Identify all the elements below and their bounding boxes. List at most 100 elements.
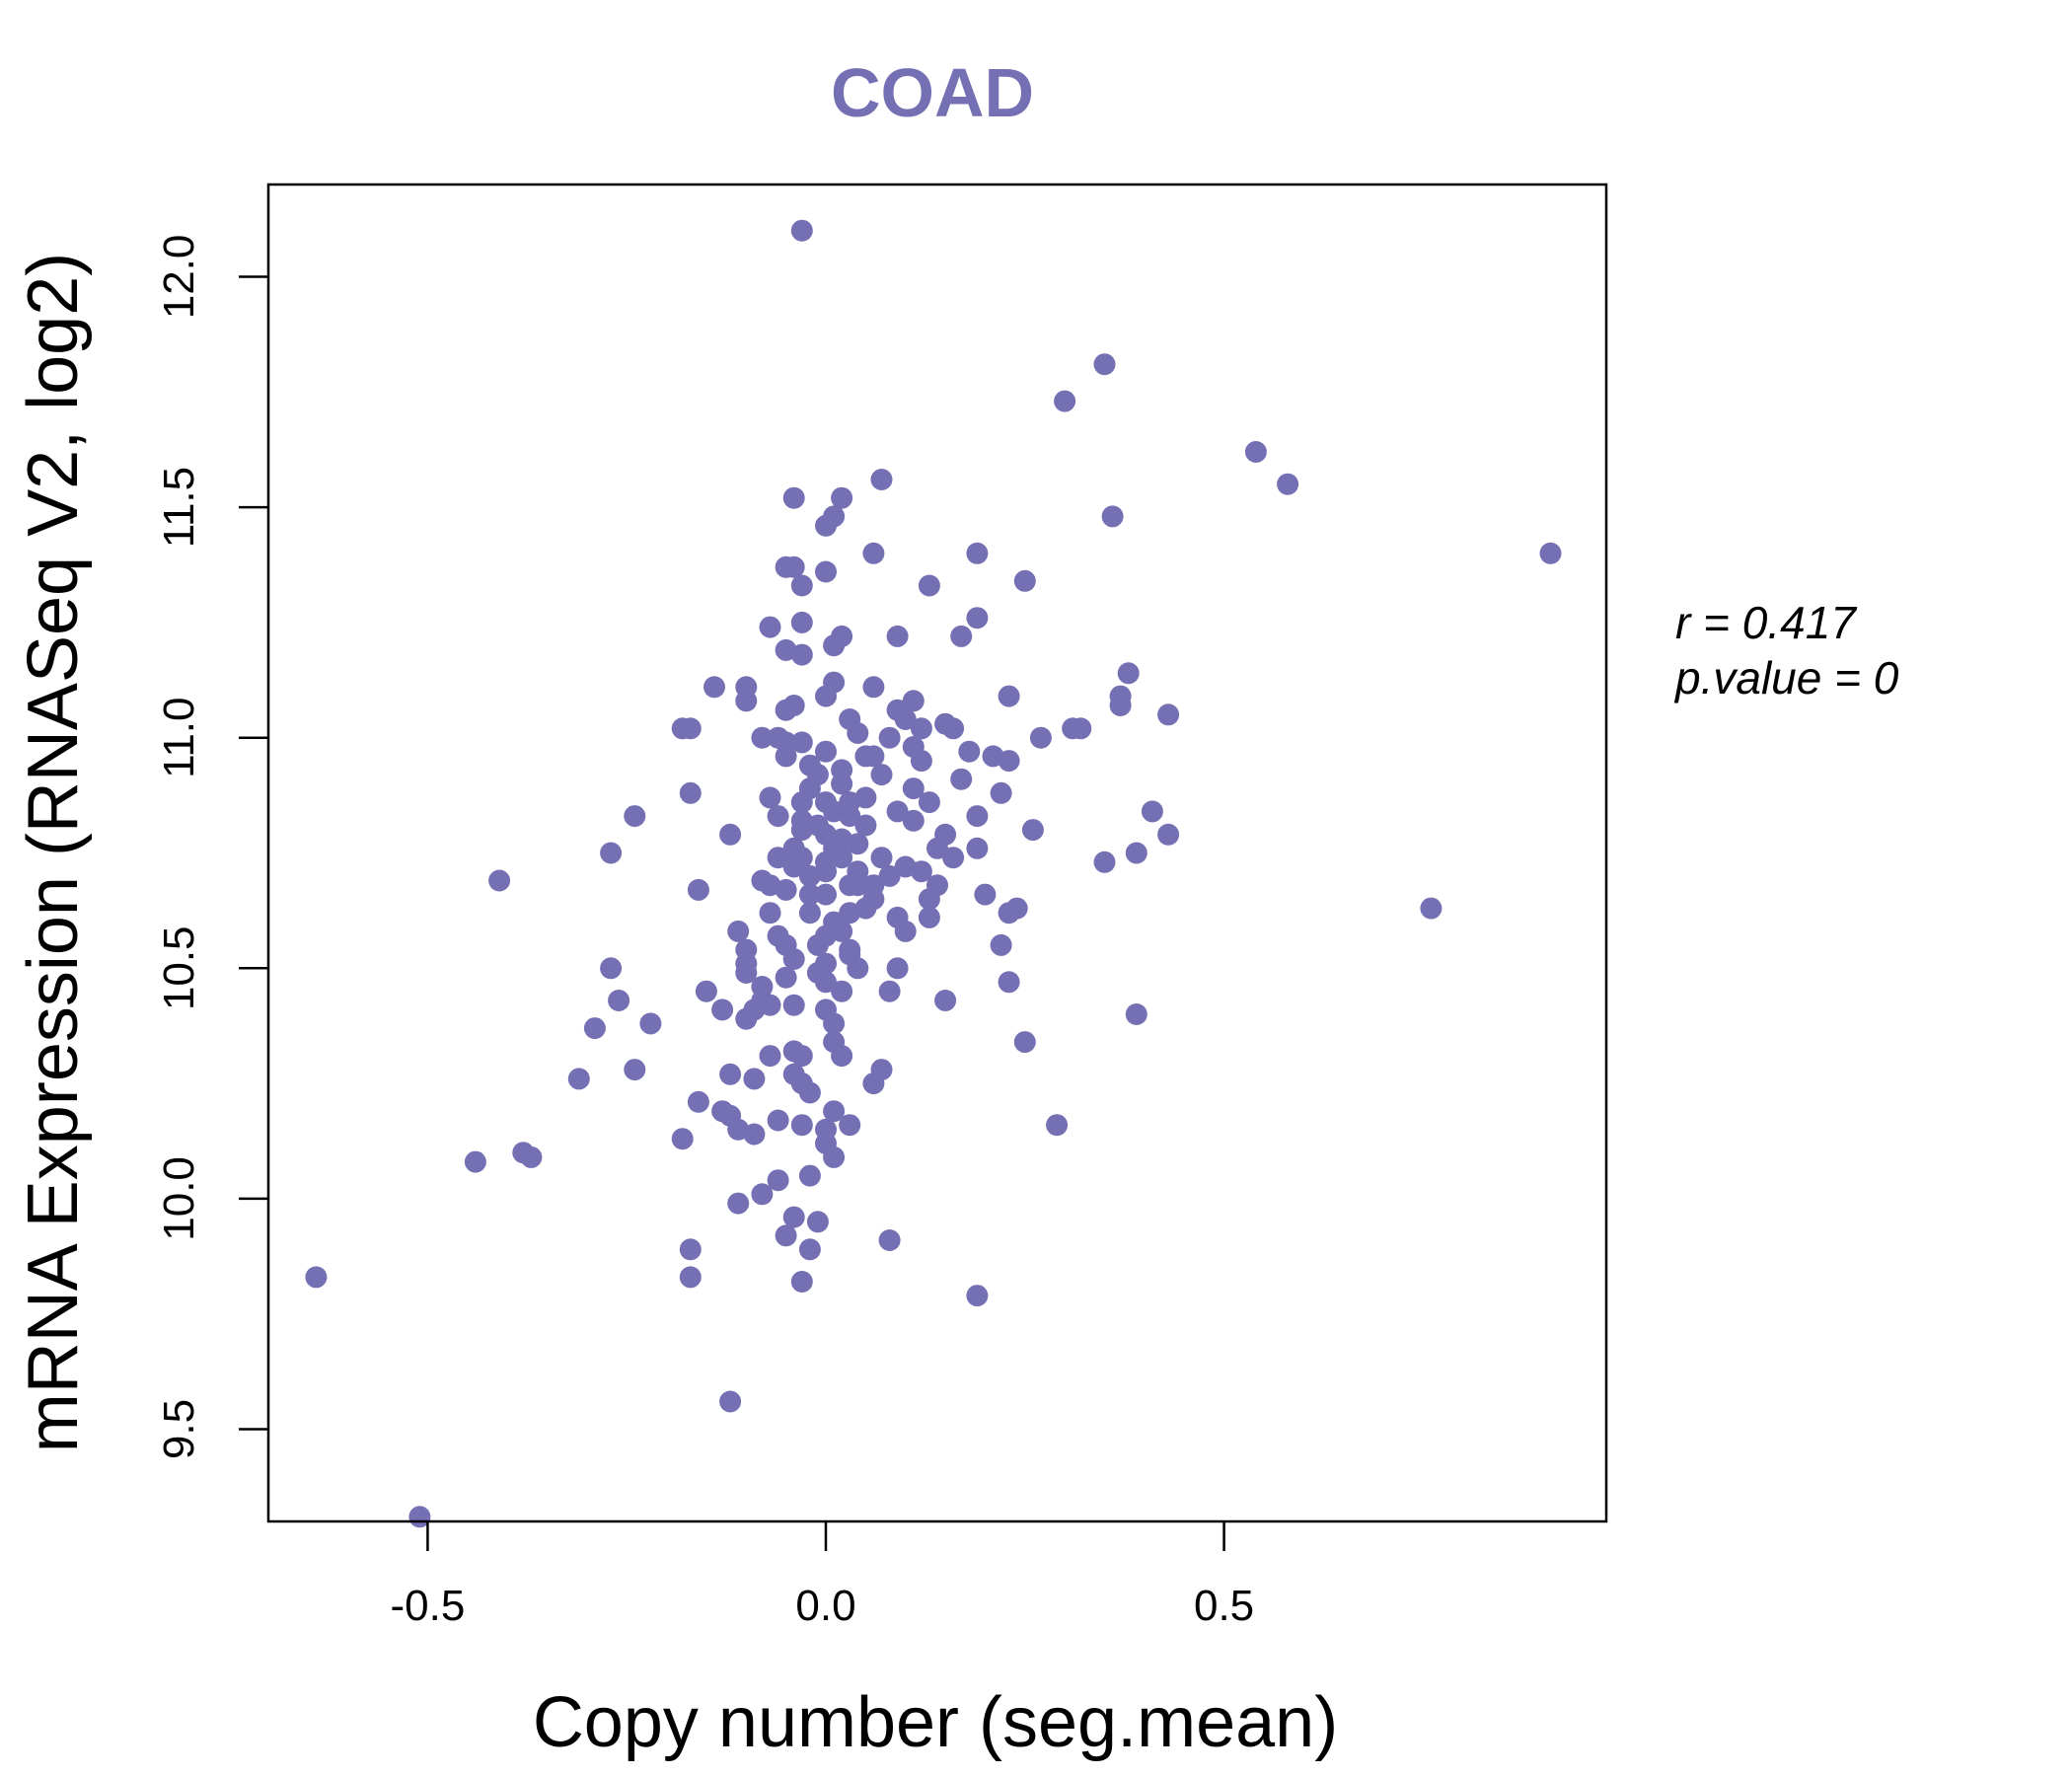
x-axis-title: Copy number (seg.mean): [533, 1683, 1338, 1762]
data-point: [1101, 505, 1124, 528]
data-point: [966, 1285, 989, 1307]
data-point: [831, 773, 853, 795]
data-point: [767, 805, 789, 828]
data-point: [839, 943, 861, 966]
data-point: [966, 837, 989, 859]
data-point: [878, 864, 901, 887]
data-point: [831, 486, 853, 509]
data-point: [743, 1123, 766, 1146]
data-point: [894, 920, 917, 942]
data-point: [823, 1012, 846, 1035]
data-point: [639, 1012, 662, 1035]
data-point: [815, 851, 837, 873]
plot-frame: [266, 183, 1608, 1523]
data-point: [1054, 390, 1076, 412]
data-point: [687, 878, 709, 901]
data-point: [831, 980, 853, 1002]
data-point: [934, 990, 957, 1011]
data-point: [958, 740, 981, 763]
data-point: [775, 745, 797, 768]
data-point: [806, 1211, 829, 1233]
data-point: [798, 1238, 821, 1261]
data-point: [600, 842, 623, 864]
data-point: [719, 823, 742, 846]
data-point: [782, 994, 805, 1016]
data-point: [798, 902, 821, 925]
y-tick-label: 10.0: [155, 1156, 203, 1241]
data-point: [790, 731, 813, 754]
data-point: [671, 1128, 694, 1150]
x-axis: -0.5 0.0 0.5: [391, 1521, 1254, 1630]
data-point: [966, 805, 989, 828]
data-point: [520, 1146, 543, 1168]
data-point: [990, 933, 1012, 956]
data-point: [823, 800, 846, 823]
data-point: [942, 717, 965, 740]
data-point: [902, 809, 925, 832]
data-point: [806, 814, 829, 837]
y-tick-label: 10.5: [155, 925, 203, 1010]
data-point: [1117, 662, 1140, 685]
data-point: [862, 676, 885, 699]
data-point: [831, 828, 853, 851]
data-point: [878, 726, 901, 749]
data-point: [990, 781, 1012, 804]
data-point: [775, 966, 797, 989]
data-point: [719, 1390, 742, 1413]
data-point: [1141, 800, 1163, 823]
data-point: [918, 888, 940, 911]
data-point: [1109, 695, 1132, 716]
data-point: [790, 611, 813, 633]
data-point: [751, 726, 774, 749]
data-point: [759, 994, 781, 1016]
y-tick-label: 11.0: [155, 698, 203, 778]
data-point: [974, 883, 997, 906]
data-point: [886, 957, 909, 980]
data-point: [767, 847, 789, 869]
data-point: [831, 1045, 853, 1068]
data-point: [782, 1206, 805, 1228]
data-point: [759, 1045, 781, 1068]
y-axis: 9.5 10.0 10.5 11.0 11.5 12.0: [155, 235, 268, 1459]
x-tick-label: 0.0: [795, 1582, 855, 1630]
data-points: [305, 219, 1562, 1528]
data-point: [790, 643, 813, 666]
y-tick-label: 11.5: [155, 467, 203, 548]
data-point: [942, 847, 965, 869]
data-point: [854, 745, 877, 768]
data-point: [679, 1238, 702, 1261]
data-point: [1070, 717, 1092, 740]
chart-title: COAD: [831, 54, 1034, 131]
data-point: [687, 1090, 709, 1113]
data-point: [878, 1229, 901, 1251]
data-point: [759, 616, 781, 638]
data-point: [870, 1059, 893, 1081]
data-point: [998, 685, 1020, 707]
data-point: [1029, 726, 1052, 749]
data-point: [910, 860, 932, 883]
data-point: [798, 1081, 821, 1104]
data-point: [1093, 851, 1116, 873]
data-point: [782, 855, 805, 878]
data-point: [735, 690, 758, 712]
data-point: [790, 219, 813, 242]
data-point: [624, 805, 646, 828]
data-point: [815, 560, 837, 583]
data-point: [815, 685, 837, 707]
data-point: [1013, 569, 1036, 592]
data-point: [854, 897, 877, 920]
data-point: [679, 781, 702, 804]
y-tick-label: 12.0: [155, 235, 203, 320]
data-point: [743, 1068, 766, 1090]
data-point: [782, 555, 805, 578]
data-point: [790, 1045, 813, 1068]
data-point: [950, 625, 973, 647]
data-point: [775, 878, 797, 901]
data-point: [966, 542, 989, 564]
data-point: [608, 990, 630, 1011]
data-point: [806, 962, 829, 984]
data-point: [918, 574, 940, 597]
data-point: [711, 999, 734, 1021]
data-point: [815, 883, 837, 906]
